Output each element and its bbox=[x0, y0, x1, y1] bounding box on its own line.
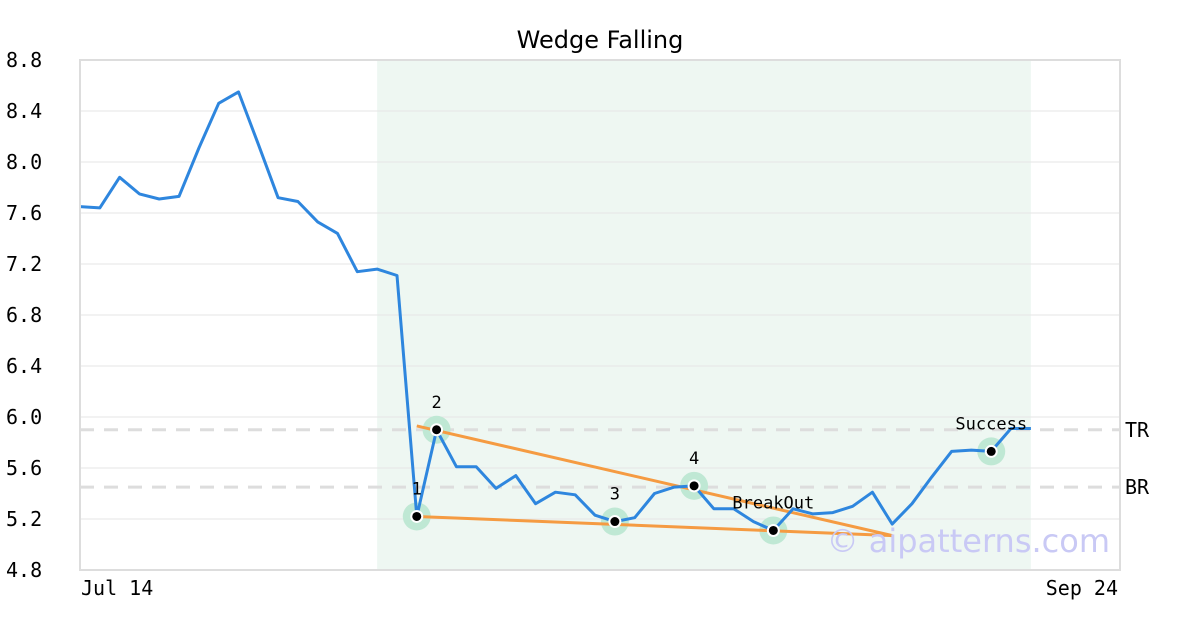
marker-point bbox=[608, 515, 622, 529]
reference-label-br: BR bbox=[1125, 475, 1150, 499]
marker-label: 2 bbox=[431, 393, 441, 413]
marker-point bbox=[766, 523, 780, 537]
watermark: © aipatterns.com bbox=[827, 522, 1110, 560]
y-tick-label: 6.4 bbox=[6, 354, 42, 378]
marker-label: 4 bbox=[689, 449, 699, 469]
plot-frame bbox=[79, 59, 1121, 571]
y-tick-label: 5.6 bbox=[6, 456, 42, 480]
marker-label: 1 bbox=[412, 479, 422, 499]
trend-line-1 bbox=[416, 514, 893, 538]
y-tick-label: 7.2 bbox=[6, 252, 42, 276]
y-tick-label: 6.8 bbox=[6, 303, 42, 327]
marker-point bbox=[984, 444, 998, 458]
trend-line-2 bbox=[416, 424, 893, 538]
marker-point bbox=[687, 479, 701, 493]
x-tick-start: Jul 14 bbox=[81, 576, 153, 600]
marker-label: BreakOut bbox=[732, 493, 814, 513]
reference-label-tr: TR bbox=[1125, 418, 1150, 442]
price-line bbox=[79, 90, 1031, 532]
x-tick-end: Sep 24 bbox=[1046, 576, 1118, 600]
y-tick-label: 8.4 bbox=[6, 99, 42, 123]
marker-label: 3 bbox=[610, 485, 620, 505]
marker-point bbox=[410, 509, 424, 523]
y-tick-label: 8.8 bbox=[6, 48, 42, 72]
marker-point bbox=[430, 423, 444, 437]
y-tick-label: 5.2 bbox=[6, 507, 42, 531]
y-tick-label: 4.8 bbox=[6, 558, 42, 582]
y-tick-label: 6.0 bbox=[6, 405, 42, 429]
y-tick-label: 8.0 bbox=[6, 150, 42, 174]
y-tick-label: 7.6 bbox=[6, 201, 42, 225]
marker-label: Success bbox=[955, 414, 1027, 434]
chart-title: Wedge Falling bbox=[517, 26, 684, 54]
